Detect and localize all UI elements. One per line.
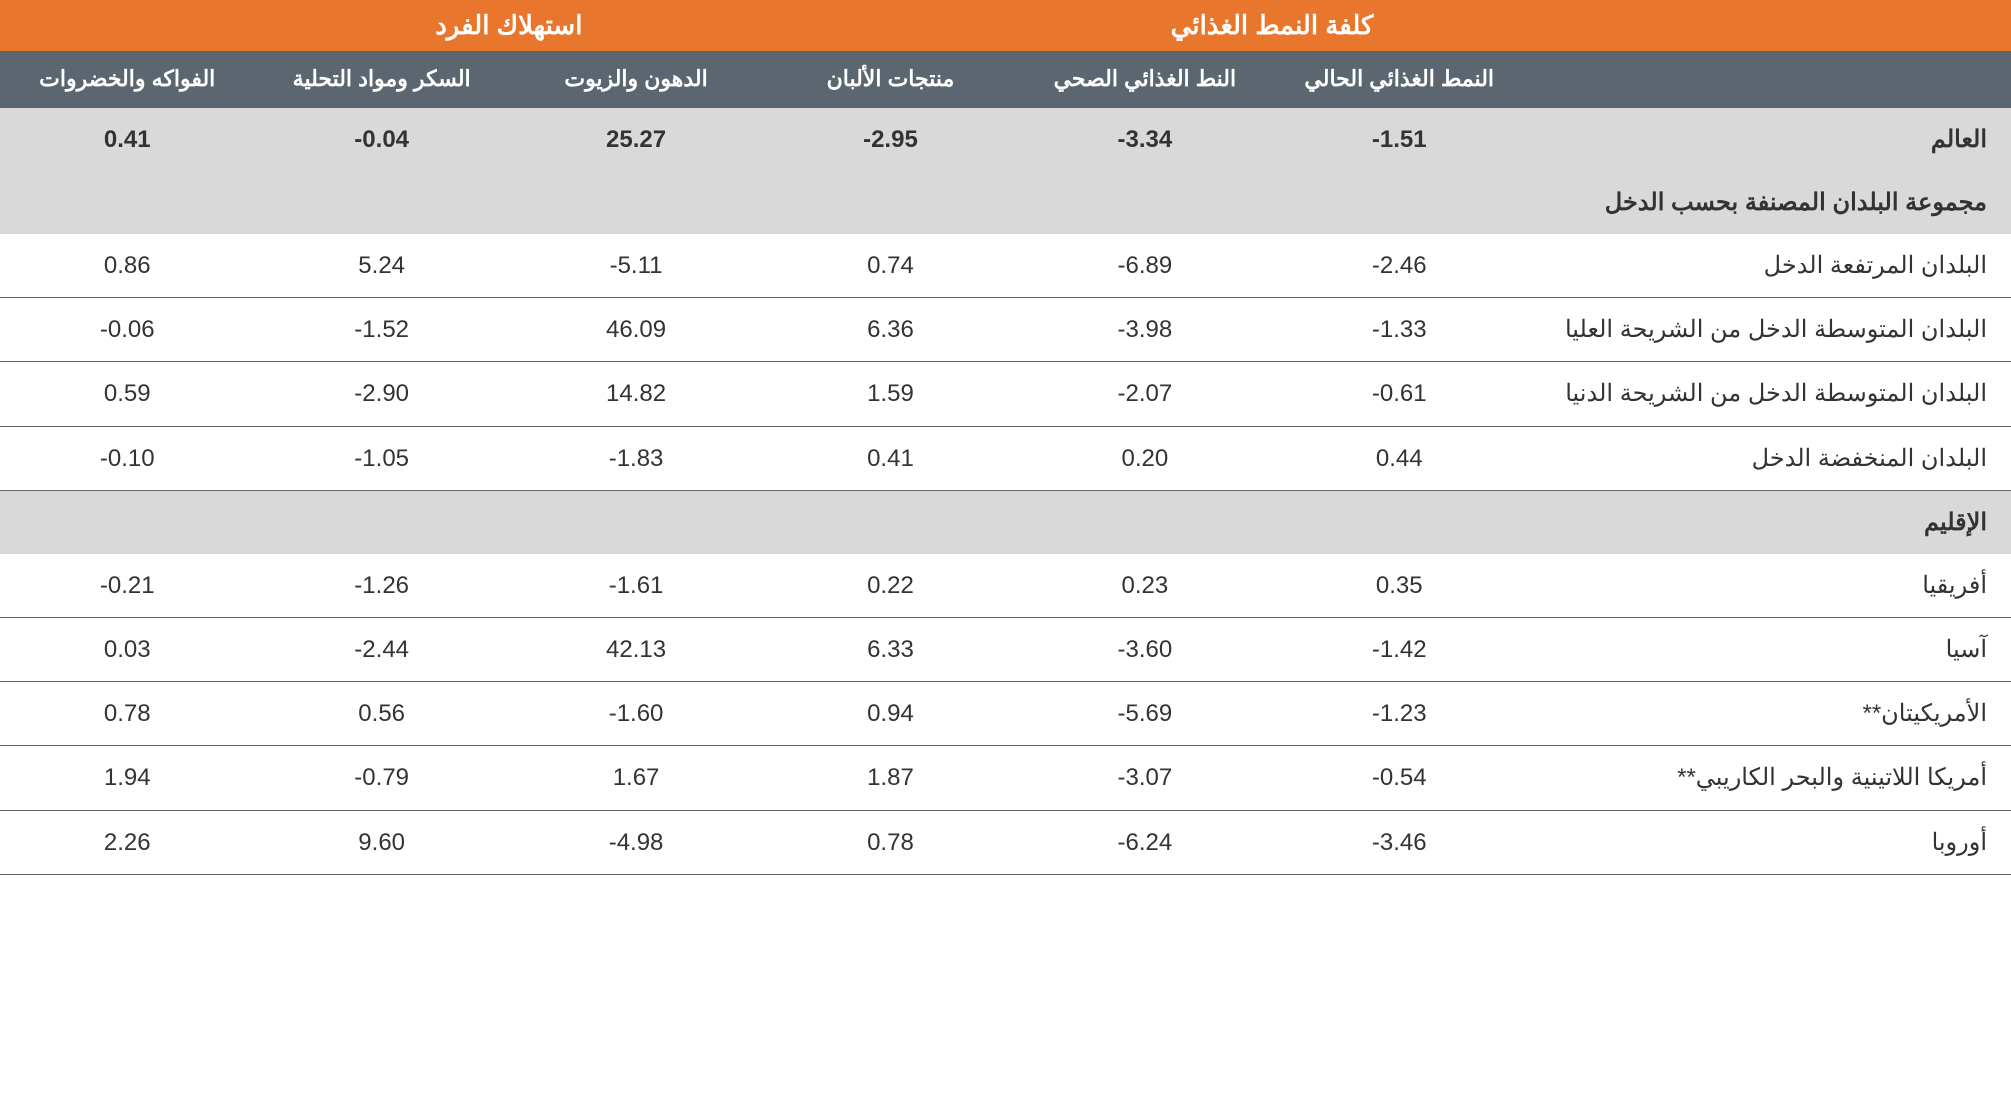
cell-value: 2.46- bbox=[1272, 234, 1526, 298]
cell-value: 0.54- bbox=[1272, 746, 1526, 810]
cell-value: 0.04- bbox=[254, 108, 508, 171]
cell-value: 1.60- bbox=[509, 682, 763, 746]
cell-value: 0.61- bbox=[1272, 362, 1526, 426]
cell-value: 2.07- bbox=[1018, 362, 1272, 426]
cell-value: 0.10- bbox=[0, 426, 254, 490]
cell-value: 5.11- bbox=[509, 234, 763, 298]
subheader-blank bbox=[1526, 51, 2011, 108]
cell-value: 0.23 bbox=[1018, 554, 1272, 618]
cell-value: 0.74 bbox=[763, 234, 1017, 298]
label-world: العالم bbox=[1526, 108, 2011, 171]
label-americas: الأمريكيتان** bbox=[1526, 682, 2011, 746]
cell-value: 0.86 bbox=[0, 234, 254, 298]
label-income-group: مجموعة البلدان المصنفة بحسب الدخل bbox=[1526, 171, 2011, 234]
row-world: العالم 1.51- 3.34- 2.95- 25.27 0.04- 0.4… bbox=[0, 108, 2011, 171]
header-consumption: استهلاك الفرد bbox=[0, 0, 1018, 51]
cell-value: 1.42- bbox=[1272, 618, 1526, 682]
cell-value: 6.36 bbox=[763, 298, 1017, 362]
cell-value: 1.05- bbox=[254, 426, 508, 490]
col-fats-oils: الدهون والزيوت bbox=[509, 51, 763, 108]
cell-value: 9.60 bbox=[254, 810, 508, 874]
cell-value: 0.41 bbox=[763, 426, 1017, 490]
cell-value: 46.09 bbox=[509, 298, 763, 362]
cell-value: 1.26- bbox=[254, 554, 508, 618]
row-americas: الأمريكيتان** 1.23- 5.69- 0.94 1.60- 0.5… bbox=[0, 682, 2011, 746]
cell-value: 6.24- bbox=[1018, 810, 1272, 874]
section-region: الإقليم bbox=[0, 490, 2011, 554]
table-body: العالم 1.51- 3.34- 2.95- 25.27 0.04- 0.4… bbox=[0, 108, 2011, 875]
cell-value: 2.95- bbox=[763, 108, 1017, 171]
row-low-income: البلدان المنخفضة الدخل 0.44 0.20 0.41 1.… bbox=[0, 426, 2011, 490]
cell-value: 0.41 bbox=[0, 108, 254, 171]
cell-value: 3.98- bbox=[1018, 298, 1272, 362]
cell-value: 1.61- bbox=[509, 554, 763, 618]
cell-value: 1.87 bbox=[763, 746, 1017, 810]
label-europe: أوروبا bbox=[1526, 810, 2011, 874]
label-africa: أفريقيا bbox=[1526, 554, 2011, 618]
col-sugar: السكر ومواد التحلية bbox=[254, 51, 508, 108]
data-table: كلفة النمط الغذائي استهلاك الفرد النمط ا… bbox=[0, 0, 2011, 875]
header-sub-row: النمط الغذائي الحالي النط الغذائي الصحي … bbox=[0, 51, 2011, 108]
row-asia: آسيا 1.42- 3.60- 6.33 42.13 2.44- 0.03 bbox=[0, 618, 2011, 682]
header-cost: كلفة النمط الغذائي bbox=[1018, 0, 1527, 51]
cell-value: 3.46- bbox=[1272, 810, 1526, 874]
cell-value: 0.20 bbox=[1018, 426, 1272, 490]
row-europe: أوروبا 3.46- 6.24- 0.78 4.98- 9.60 2.26 bbox=[0, 810, 2011, 874]
label-lower-mid: البلدان المتوسطة الدخل من الشريحة الدنيا bbox=[1526, 362, 2011, 426]
header-blank bbox=[1526, 0, 2011, 51]
col-current-diet: النمط الغذائي الحالي bbox=[1272, 51, 1526, 108]
cell-value: 0.22 bbox=[763, 554, 1017, 618]
cell-value: 5.24 bbox=[254, 234, 508, 298]
label-high-income: البلدان المرتفعة الدخل bbox=[1526, 234, 2011, 298]
cell-value: 0.21- bbox=[0, 554, 254, 618]
cell-value: 0.59 bbox=[0, 362, 254, 426]
cell-value: 1.94 bbox=[0, 746, 254, 810]
cell-value: 0.44 bbox=[1272, 426, 1526, 490]
cell-value: 0.78 bbox=[0, 682, 254, 746]
cell-value: 0.35 bbox=[1272, 554, 1526, 618]
cell-value: 1.33- bbox=[1272, 298, 1526, 362]
section-income: مجموعة البلدان المصنفة بحسب الدخل bbox=[0, 171, 2011, 234]
label-upper-mid: البلدان المتوسطة الدخل من الشريحة العليا bbox=[1526, 298, 2011, 362]
row-lower-mid: البلدان المتوسطة الدخل من الشريحة الدنيا… bbox=[0, 362, 2011, 426]
cell-value: 1.52- bbox=[254, 298, 508, 362]
row-lac: أمريكا اللاتينية والبحر الكاريبي** 0.54-… bbox=[0, 746, 2011, 810]
cell-value: 4.98- bbox=[509, 810, 763, 874]
cell-value: 0.78 bbox=[763, 810, 1017, 874]
cell-value: 2.90- bbox=[254, 362, 508, 426]
cell-value: 1.59 bbox=[763, 362, 1017, 426]
row-africa: أفريقيا 0.35 0.23 0.22 1.61- 1.26- 0.21- bbox=[0, 554, 2011, 618]
cell-value: 0.06- bbox=[0, 298, 254, 362]
col-healthy-diet: النط الغذائي الصحي bbox=[1018, 51, 1272, 108]
cell-value: 0.03 bbox=[0, 618, 254, 682]
cell-value: 3.34- bbox=[1018, 108, 1272, 171]
cell-value: 1.51- bbox=[1272, 108, 1526, 171]
row-upper-mid: البلدان المتوسطة الدخل من الشريحة العليا… bbox=[0, 298, 2011, 362]
cell-value: 0.79- bbox=[254, 746, 508, 810]
label-lac: أمريكا اللاتينية والبحر الكاريبي** bbox=[1526, 746, 2011, 810]
cell-value: 1.83- bbox=[509, 426, 763, 490]
cell-value: 1.67 bbox=[509, 746, 763, 810]
label-region: الإقليم bbox=[1526, 490, 2011, 554]
header-group-row: كلفة النمط الغذائي استهلاك الفرد bbox=[0, 0, 2011, 51]
cell-value: 6.89- bbox=[1018, 234, 1272, 298]
cell-value: 2.26 bbox=[0, 810, 254, 874]
col-fruit-veg: الفواكه والخضروات bbox=[0, 51, 254, 108]
label-low-income: البلدان المنخفضة الدخل bbox=[1526, 426, 2011, 490]
row-high-income: البلدان المرتفعة الدخل 2.46- 6.89- 0.74 … bbox=[0, 234, 2011, 298]
cell-value: 14.82 bbox=[509, 362, 763, 426]
cell-value: 3.60- bbox=[1018, 618, 1272, 682]
cell-value: 5.69- bbox=[1018, 682, 1272, 746]
cell-value: 0.56 bbox=[254, 682, 508, 746]
cell-value: 3.07- bbox=[1018, 746, 1272, 810]
col-dairy: منتجات الألبان bbox=[763, 51, 1017, 108]
cell-value: 42.13 bbox=[509, 618, 763, 682]
cell-value: 0.94 bbox=[763, 682, 1017, 746]
cell-value: 2.44- bbox=[254, 618, 508, 682]
cell-value: 1.23- bbox=[1272, 682, 1526, 746]
cell-value: 6.33 bbox=[763, 618, 1017, 682]
cell-value: 25.27 bbox=[509, 108, 763, 171]
label-asia: آسيا bbox=[1526, 618, 2011, 682]
